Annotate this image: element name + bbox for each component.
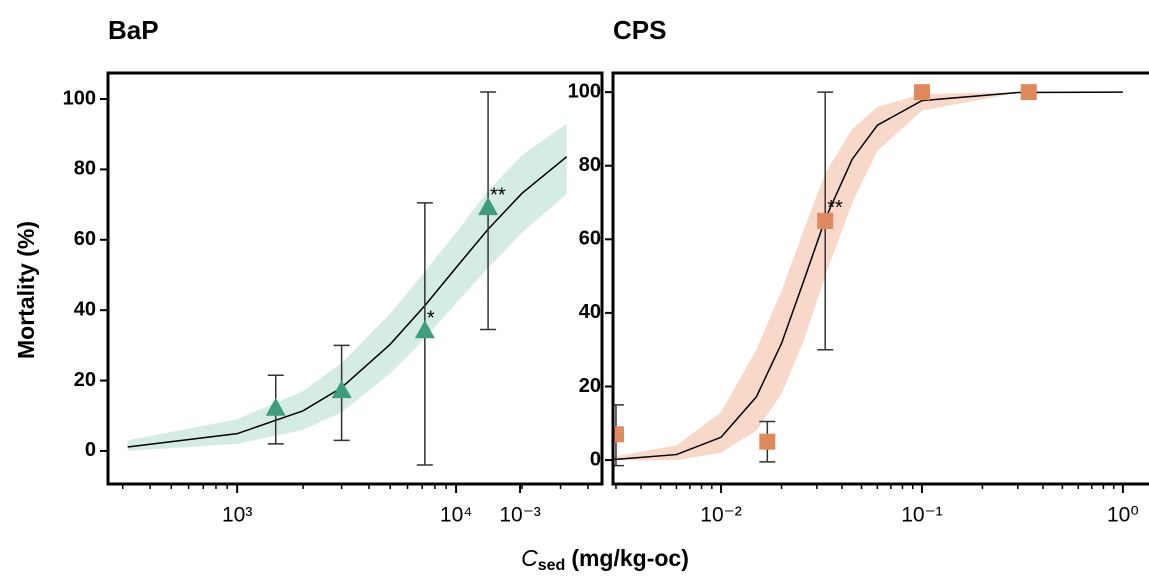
x-tick-label: 10³ xyxy=(222,504,252,527)
x-tick-label: 10⁻³ xyxy=(499,504,540,527)
significance-label: * xyxy=(427,308,435,330)
x-label-unit: (mg/kg-oc) xyxy=(571,545,689,571)
x-axis-label: Csed (mg/kg-oc) xyxy=(521,545,689,574)
data-point xyxy=(331,380,352,399)
data-point xyxy=(265,397,286,416)
y-tick-label: 100 xyxy=(568,80,601,102)
data-point xyxy=(414,320,435,339)
x-tick-label: 10⁴ xyxy=(440,504,472,527)
panel-title: CPS xyxy=(613,15,666,45)
data-point xyxy=(913,84,930,101)
plot-area xyxy=(127,91,568,466)
data-point xyxy=(817,212,834,229)
data-point xyxy=(613,426,624,443)
y-tick-label: 60 xyxy=(74,228,96,250)
panel-title: BaP xyxy=(108,15,159,45)
data-point xyxy=(1020,84,1037,101)
x-tick-label: 10⁰ xyxy=(1107,504,1139,527)
confidence-band xyxy=(613,92,1123,461)
y-tick-label: 40 xyxy=(579,301,601,323)
data-point xyxy=(478,197,499,216)
y-axis-label: Mortality (%) xyxy=(13,221,39,359)
x-tick-label: 10⁻¹ xyxy=(901,504,942,527)
y-tick-label: 20 xyxy=(74,369,96,391)
plot-area xyxy=(613,84,1123,467)
y-tick-label: 80 xyxy=(74,158,96,180)
axes-frame xyxy=(106,71,604,486)
y-tick-label: 20 xyxy=(579,375,601,397)
x-label-symbol: C xyxy=(521,545,538,571)
data-point xyxy=(759,433,776,450)
y-tick-label: 100 xyxy=(63,87,96,109)
fit-curve xyxy=(613,91,1123,461)
y-tick-label: 0 xyxy=(590,448,601,470)
y-tick-label: 80 xyxy=(579,154,601,176)
x-tick-label: 10⁻² xyxy=(700,504,741,527)
y-tick-label: 40 xyxy=(74,298,96,320)
axes-frame xyxy=(611,71,1149,486)
confidence-band xyxy=(127,123,567,451)
significance-label: ** xyxy=(827,197,843,219)
y-tick-label: 60 xyxy=(579,228,601,250)
fit-curve xyxy=(127,156,568,448)
x-label-subscript: sed xyxy=(538,557,566,574)
significance-label: ** xyxy=(490,184,506,206)
y-tick-label: 0 xyxy=(85,439,96,461)
